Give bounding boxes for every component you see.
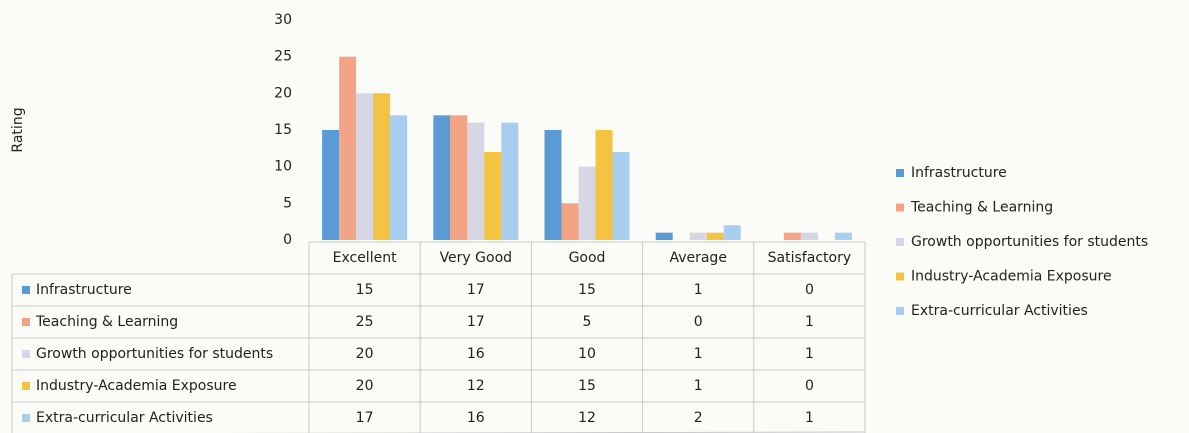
- bar: [322, 130, 340, 240]
- x-tick-label: Average: [669, 250, 727, 266]
- table-cell: 20: [356, 346, 374, 362]
- table-legend-swatch: [22, 382, 30, 390]
- bar: [390, 115, 408, 240]
- bar: [501, 122, 519, 240]
- table-row-label: Industry-Academia Exposure: [36, 378, 237, 394]
- table-row-label: Growth opportunities for students: [36, 346, 273, 362]
- table-cell: 1: [694, 378, 703, 394]
- bar: [834, 232, 852, 240]
- legend-label: Infrastructure: [911, 165, 1007, 181]
- legend-swatch: [896, 272, 904, 281]
- y-tick-label: 25: [274, 49, 292, 65]
- bar: [373, 93, 391, 240]
- bar: [800, 232, 818, 240]
- bar: [689, 232, 707, 240]
- y-tick-label: 15: [274, 122, 292, 138]
- bar: [467, 122, 485, 240]
- table-cell: 1: [694, 282, 703, 298]
- table-cell: 0: [805, 282, 814, 298]
- table-cell: 5: [583, 314, 592, 330]
- table-cell: 0: [694, 314, 703, 330]
- y-axis-label: Rating: [10, 107, 26, 152]
- table-cell: 15: [578, 282, 596, 298]
- x-tick-label: Good: [569, 250, 606, 266]
- table-cell: 12: [578, 410, 596, 426]
- legend-label: Industry-Academia Exposure: [911, 269, 1112, 285]
- legend-swatch: [896, 307, 904, 315]
- bar: [655, 232, 673, 240]
- bar: [612, 152, 630, 240]
- table-row-label: Infrastructure: [36, 282, 132, 298]
- table-cell: 17: [467, 282, 485, 298]
- bar: [484, 152, 502, 240]
- y-tick-label: 10: [274, 159, 292, 175]
- x-tick-label: Excellent: [333, 250, 397, 266]
- legend-swatch: [896, 238, 904, 246]
- table-cell: 25: [356, 314, 374, 330]
- legend-swatch: [896, 169, 904, 177]
- bar: [450, 115, 468, 240]
- bar: [783, 232, 801, 240]
- legend-label: Teaching & Learning: [910, 200, 1053, 216]
- table-cell: 15: [578, 378, 596, 394]
- table-cell: 1: [805, 410, 814, 426]
- table-cell: 16: [467, 410, 485, 426]
- table-row-label: Extra-curricular Activities: [36, 410, 213, 426]
- table-cell: 0: [805, 378, 814, 394]
- y-tick-label: 5: [283, 195, 292, 211]
- table-legend-swatch: [22, 286, 30, 294]
- y-tick-label: 30: [274, 12, 292, 28]
- y-tick-label: 20: [274, 85, 292, 101]
- bar: [339, 56, 357, 240]
- legend-label: Extra-curricular Activities: [911, 303, 1088, 319]
- bar: [723, 225, 741, 240]
- table-row-label: Teaching & Learning: [35, 314, 178, 330]
- table-rule: [225, 431, 866, 433]
- bar: [595, 130, 613, 240]
- legend-label: Growth opportunities for students: [911, 234, 1148, 250]
- table-legend-swatch: [22, 414, 30, 422]
- bar: [706, 232, 724, 240]
- bar: [561, 203, 579, 240]
- table-cell: 10: [578, 346, 596, 362]
- table-cell: 12: [467, 378, 485, 394]
- table-cell: 20: [356, 378, 374, 394]
- table-cell: 1: [805, 346, 814, 362]
- table-cell: 15: [356, 282, 374, 298]
- bar: [433, 115, 451, 240]
- y-tick-label: 0: [283, 232, 292, 248]
- table-legend-swatch: [22, 318, 30, 326]
- x-tick-label: Satisfactory: [768, 250, 851, 266]
- bar: [356, 93, 374, 240]
- table-legend-swatch: [22, 350, 30, 358]
- table-cell: 16: [467, 346, 485, 362]
- table-cell: 17: [467, 314, 485, 330]
- table-cell: 1: [805, 314, 814, 330]
- table-cell: 1: [694, 346, 703, 362]
- table-cell: 17: [356, 410, 374, 426]
- x-tick-label: Very Good: [440, 250, 512, 266]
- table-cell: 2: [694, 410, 703, 426]
- legend-swatch: [896, 203, 904, 212]
- bar: [544, 130, 562, 240]
- bar: [578, 166, 596, 240]
